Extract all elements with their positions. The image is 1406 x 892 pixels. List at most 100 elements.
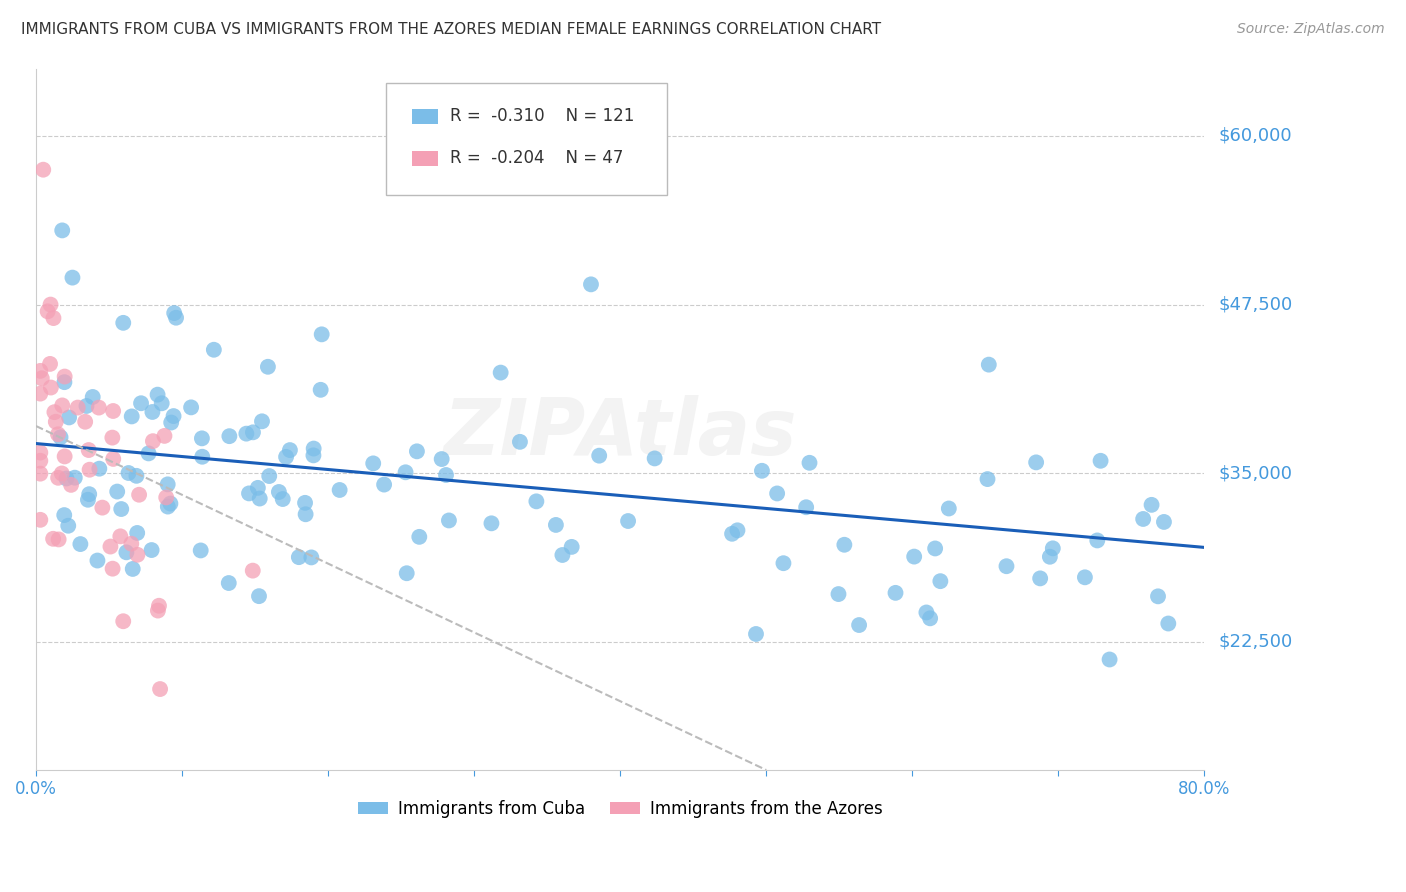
Point (66, 401, 89, 415)
Point (524, 494, 547, 508)
Point (247, 589, 270, 603)
Text: $60,000: $60,000 (1219, 127, 1292, 145)
Point (49, 430, 72, 444)
Point (302, 448, 325, 462)
Point (44, 405, 66, 419)
Point (53, 450, 76, 464)
Point (156, 500, 179, 514)
Point (848, 618, 870, 632)
Point (55, 471, 77, 485)
Point (235, 426, 257, 441)
Point (644, 451, 666, 466)
Point (250, 414, 273, 428)
Point (299, 550, 322, 565)
Point (288, 550, 311, 565)
Point (1157, 616, 1180, 631)
Point (920, 611, 942, 625)
Point (91, 500, 114, 515)
Point (125, 468, 148, 483)
Point (155, 491, 177, 505)
Text: $22,500: $22,500 (1219, 632, 1292, 651)
Point (995, 559, 1018, 574)
Point (721, 526, 744, 541)
Point (100, 540, 122, 554)
Point (30, 454, 52, 468)
Point (1039, 549, 1062, 564)
Point (127, 525, 149, 540)
Point (1085, 533, 1108, 548)
Point (1153, 515, 1175, 529)
Point (163, 306, 186, 320)
Point (110, 502, 132, 516)
Point (138, 446, 160, 460)
Point (120, 537, 142, 551)
Text: ZIPAtlas: ZIPAtlas (443, 395, 797, 471)
Point (153, 429, 176, 443)
Point (408, 530, 430, 544)
Point (1140, 498, 1163, 512)
Point (31, 371, 53, 385)
Point (579, 277, 602, 292)
Point (218, 429, 240, 443)
Point (242, 564, 264, 578)
Point (103, 451, 125, 466)
Point (128, 488, 150, 502)
Point (938, 501, 960, 516)
Point (121, 409, 143, 424)
Point (799, 456, 821, 470)
Point (146, 387, 169, 401)
Point (141, 543, 163, 558)
Point (394, 465, 416, 479)
Point (51, 399, 73, 413)
Point (794, 500, 817, 515)
Point (727, 524, 749, 538)
Bar (412, 109, 437, 124)
Point (101, 562, 124, 576)
Text: $35,000: $35,000 (1219, 464, 1292, 483)
Point (37, 304, 59, 318)
Point (271, 491, 294, 506)
Point (30, 445, 52, 459)
Text: R =  -0.204    N = 47: R = -0.204 N = 47 (450, 149, 623, 168)
Point (274, 450, 297, 464)
Point (79, 463, 101, 477)
Point (242, 425, 264, 440)
Point (127, 548, 149, 562)
Point (30, 513, 52, 527)
Point (924, 541, 946, 556)
Point (39, 297, 62, 311)
Point (39, 380, 62, 394)
Point (1074, 570, 1097, 584)
Point (39, 357, 62, 371)
Bar (412, 151, 437, 166)
Point (588, 449, 610, 463)
Point (1090, 454, 1112, 468)
Point (1025, 455, 1047, 469)
Point (745, 627, 768, 641)
Point (77, 487, 100, 501)
Point (827, 587, 849, 601)
Point (77, 492, 100, 507)
Point (53, 375, 76, 389)
Point (772, 556, 794, 570)
Point (141, 405, 163, 419)
Point (77, 443, 100, 458)
Point (481, 516, 503, 531)
Point (51, 467, 73, 481)
Point (75, 399, 97, 413)
Point (150, 396, 173, 410)
Point (148, 599, 170, 613)
Point (544, 517, 567, 532)
Point (238, 486, 260, 500)
Point (112, 316, 135, 330)
Point (489, 366, 512, 380)
Point (45, 415, 67, 429)
Text: Source: ZipAtlas.com: Source: ZipAtlas.com (1237, 22, 1385, 37)
Point (509, 434, 531, 449)
Point (48, 533, 70, 547)
Point (257, 359, 280, 374)
Point (46, 471, 69, 485)
Point (361, 456, 384, 470)
Legend: Immigrants from Cuba, Immigrants from the Azores: Immigrants from Cuba, Immigrants from th… (352, 794, 889, 825)
FancyBboxPatch shape (387, 83, 666, 194)
